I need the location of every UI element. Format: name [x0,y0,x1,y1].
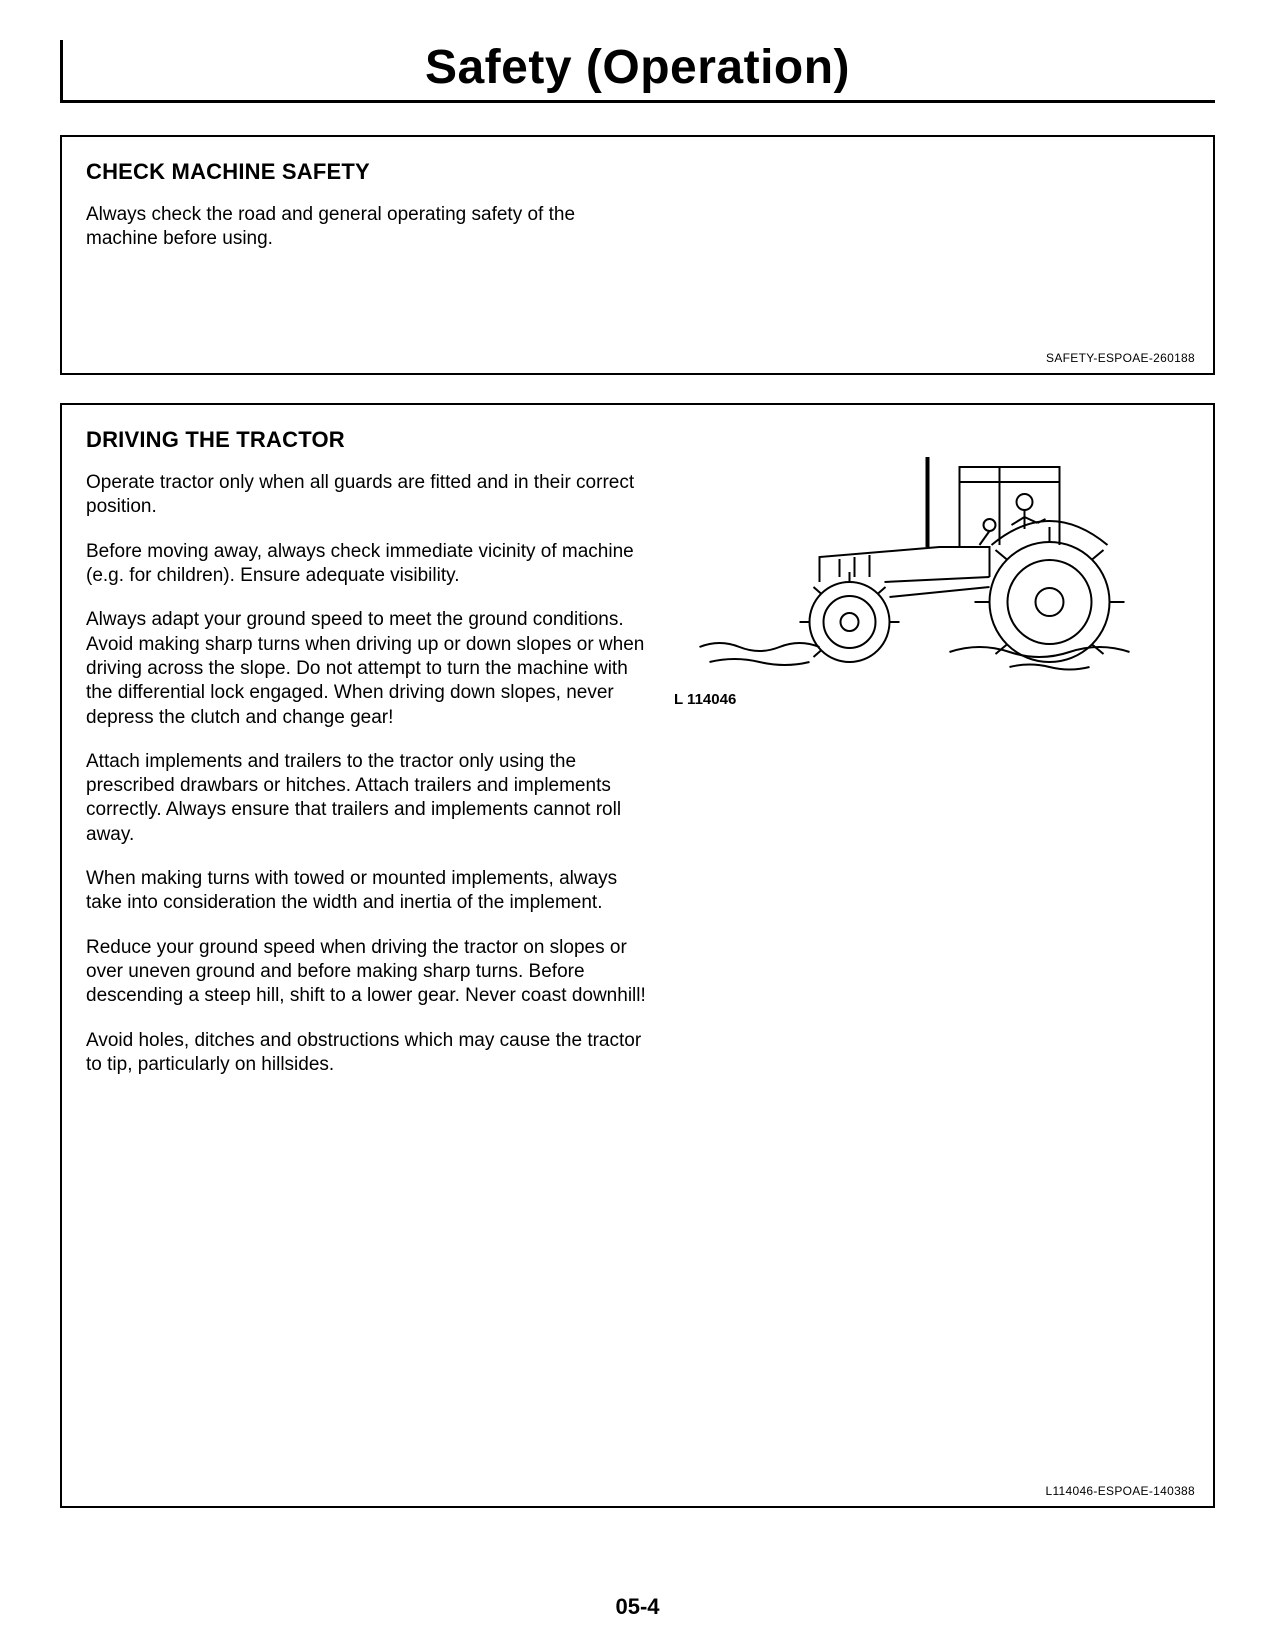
text-column: DRIVING THE TRACTOR Operate tractor only… [86,427,646,1488]
figure-column: L 114046 [670,427,1189,1488]
body-paragraph: Always check the road and general operat… [86,203,646,252]
section-check-machine-safety: CHECK MACHINE SAFETY Always check the ro… [60,135,1215,375]
tractor-icon [670,427,1189,687]
body-paragraph: Reduce your ground speed when driving th… [86,936,646,1009]
body-paragraph: Before moving away, always check immedia… [86,540,646,589]
page-number: 05-4 [0,1594,1275,1620]
body-paragraph: Attach implements and trailers to the tr… [86,750,646,847]
reference-code: L114046-ESPOAE-140388 [1045,1484,1195,1498]
figure-caption: L 114046 [674,691,1189,708]
body-paragraph: Avoid holes, ditches and obstructions wh… [86,1029,646,1078]
body-paragraph: Operate tractor only when all guards are… [86,471,646,520]
title-underline [60,100,1215,103]
tractor-illustration [670,427,1189,687]
manual-page: Safety (Operation) CHECK MACHINE SAFETY … [0,0,1275,1650]
section-driving-the-tractor: DRIVING THE TRACTOR Operate tractor only… [60,403,1215,1508]
title-rule-left [60,40,63,100]
reference-code: SAFETY-ESPOAE-260188 [1046,351,1195,365]
body-paragraph: When making turns with towed or mounted … [86,867,646,916]
section-heading: DRIVING THE TRACTOR [86,427,646,453]
body-paragraph: Always adapt your ground speed to meet t… [86,608,646,730]
page-title: Safety (Operation) [60,40,1215,95]
section-heading: CHECK MACHINE SAFETY [86,159,1189,185]
